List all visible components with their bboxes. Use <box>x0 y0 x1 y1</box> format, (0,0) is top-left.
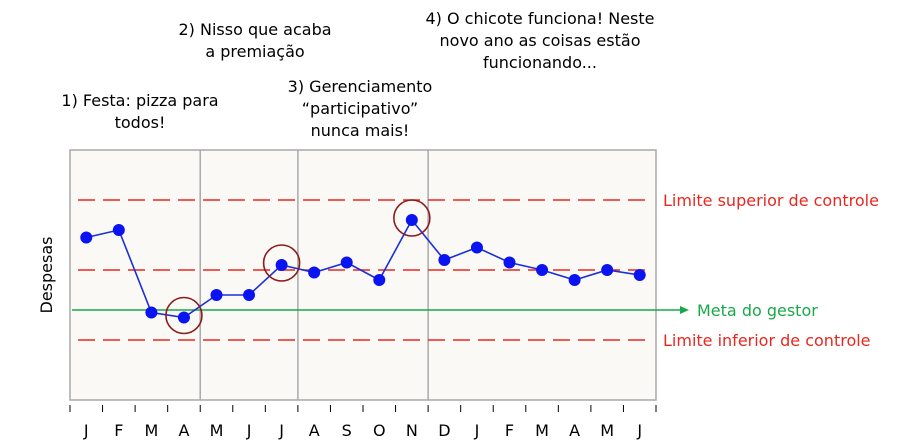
x-tick-label-4: M <box>210 421 224 440</box>
x-tick-label-7: A <box>309 421 320 440</box>
data-point-14 <box>536 264 549 276</box>
data-point-9 <box>373 274 386 286</box>
annotation-1-line-2: todos! <box>114 113 166 132</box>
data-point-12 <box>470 241 483 254</box>
data-point-5 <box>243 289 256 301</box>
annotation-4-line-1: 4) O chicote funciona! Neste <box>425 9 655 28</box>
x-tick-label-16: M <box>600 421 614 440</box>
x-tick-label-2: M <box>144 421 158 440</box>
x-axis-ticks <box>69 405 657 412</box>
data-point-16 <box>601 264 614 276</box>
x-tick-label-0: J <box>83 421 89 440</box>
annotation-2: 2) Nisso que acaba a premiação <box>155 19 355 63</box>
highlight-circle-3 <box>393 199 431 237</box>
data-point-17 <box>633 269 646 281</box>
highlight-circle-2 <box>262 244 301 282</box>
annotation-2-line-2: a premiação <box>205 42 305 61</box>
x-tick-label-9: O <box>373 421 386 440</box>
data-point-6 <box>275 259 288 271</box>
x-tick-label-8: S <box>342 421 352 440</box>
x-tick-label-14: M <box>535 421 549 440</box>
data-point-11 <box>438 254 451 266</box>
reference-line-label-3: Meta do gestor <box>697 301 818 320</box>
data-point-0 <box>80 231 93 244</box>
highlight-circles <box>165 199 431 335</box>
annotation-4: 4) O chicote funciona! Neste novo ano as… <box>395 8 685 74</box>
x-tick-label-17: J <box>636 421 642 440</box>
reference-lines: Limite superior de controle Meta do gesto… <box>72 191 879 350</box>
annotation-2-line-1: 2) Nisso que acaba <box>178 20 332 39</box>
x-tick-label-11: D <box>438 421 450 440</box>
x-tick-label-13: F <box>505 421 514 440</box>
x-tick-label-15: A <box>569 421 580 440</box>
phase-dividers <box>199 150 429 400</box>
x-tick-label-10: N <box>406 421 418 440</box>
annotation-3-line-1: 3) Gerenciamento <box>287 77 433 96</box>
reference-line-label-4: Limite inferior de controle <box>663 331 871 350</box>
x-tick-label-1: F <box>114 421 123 440</box>
x-tick-label-3: A <box>178 421 189 440</box>
annotation-1-line-1: 1) Festa: pizza para <box>61 91 219 110</box>
goal-line-arrowhead <box>680 306 689 314</box>
annotation-4-line-3: funcionando... <box>483 53 597 72</box>
series-markers <box>80 214 646 324</box>
annotation-3: 3) Gerenciamento “participativo” nunca m… <box>270 76 450 142</box>
data-point-7 <box>308 266 321 279</box>
data-point-2 <box>145 306 158 319</box>
data-point-15 <box>568 274 581 286</box>
reference-line-label-1: Limite superior de controle <box>663 191 879 210</box>
x-tick-label-5: J <box>246 421 252 440</box>
annotation-1: 1) Festa: pizza para todos! <box>40 90 240 134</box>
annotation-3-line-3: nunca mais! <box>310 121 410 140</box>
annotation-4-line-2: novo ano as coisas estão <box>439 31 641 50</box>
data-point-8 <box>340 256 353 269</box>
y-axis-label: Despesas <box>37 237 56 314</box>
x-tick-label-6: J <box>278 421 284 440</box>
data-point-4 <box>210 289 223 301</box>
x-tick-label-12: J <box>474 421 480 440</box>
data-point-13 <box>503 256 516 269</box>
annotation-3-line-2: “participativo” <box>301 99 419 118</box>
data-point-1 <box>112 224 125 236</box>
data-point-3 <box>177 311 190 324</box>
highlight-circle-1 <box>165 296 203 335</box>
plot-area <box>69 149 657 401</box>
data-point-10 <box>405 214 418 226</box>
